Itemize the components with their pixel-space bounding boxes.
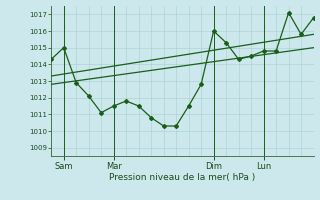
X-axis label: Pression niveau de la mer( hPa ): Pression niveau de la mer( hPa ) <box>109 173 256 182</box>
